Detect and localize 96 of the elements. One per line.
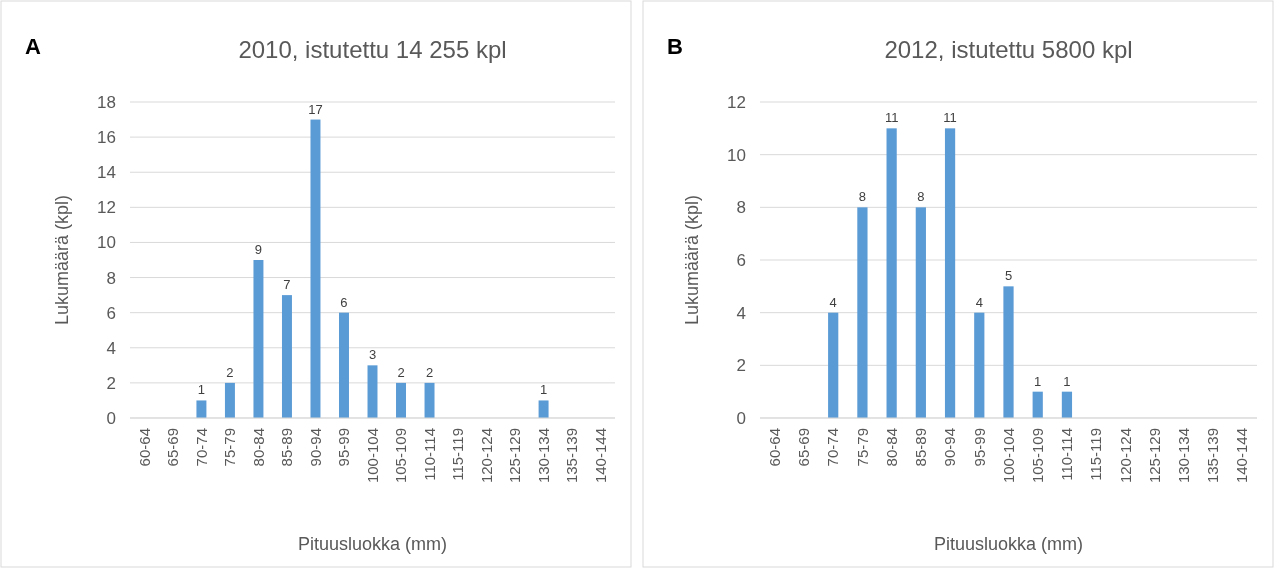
data-label: 17 <box>308 101 323 117</box>
y-tick-label: 8 <box>736 198 746 218</box>
y-tick-label: 12 <box>727 92 746 112</box>
x-tick-label: 105-109 <box>392 428 410 484</box>
y-tick-label: 2 <box>736 356 746 376</box>
x-tick-label: 115-119 <box>1087 428 1105 481</box>
x-tick-label: 110-114 <box>420 428 438 481</box>
data-label: 8 <box>917 189 925 205</box>
y-tick-label: 0 <box>106 408 116 428</box>
x-tick-label: 80-84 <box>882 428 900 467</box>
data-label: 4 <box>829 294 837 310</box>
x-tick-label: 85-89 <box>912 428 930 467</box>
bar <box>339 312 349 418</box>
x-tick-label: 115-119 <box>449 428 467 481</box>
bar <box>944 128 956 418</box>
y-tick-label: 6 <box>106 303 116 323</box>
data-label: 1 <box>1063 373 1071 389</box>
bar <box>396 382 406 418</box>
data-label: 6 <box>340 294 348 310</box>
y-axis-title: Lukumäärä (kpl) <box>682 194 702 326</box>
y-tick-label: 14 <box>97 163 116 183</box>
x-tick-label: 125-129 <box>1145 428 1163 484</box>
data-label: 1 <box>197 382 206 398</box>
x-axis-title: Pituusluokka (mm) <box>297 534 448 554</box>
x-tick-label: 65-69 <box>795 428 813 467</box>
bar <box>196 400 207 418</box>
x-tick-label: 70-74 <box>824 428 842 467</box>
bar <box>1003 286 1014 418</box>
data-label: 11 <box>884 110 899 126</box>
x-tick-label: 135-139 <box>1204 428 1222 484</box>
x-tick-label: 65-69 <box>164 428 182 467</box>
bar <box>828 312 839 418</box>
y-tick-label: 8 <box>106 268 116 288</box>
y-tick-label: 10 <box>727 145 746 165</box>
bar <box>310 119 321 418</box>
x-tick-label: 70-74 <box>192 428 210 467</box>
y-tick-label: 4 <box>736 303 746 323</box>
bar <box>538 400 549 418</box>
x-tick-label: 75-79 <box>221 428 239 467</box>
x-tick-label: 95-99 <box>335 428 353 467</box>
data-label: 2 <box>397 364 405 380</box>
bar <box>886 128 897 418</box>
y-tick-label: 2 <box>106 373 116 393</box>
y-tick-label: 16 <box>97 128 116 148</box>
bar <box>253 260 264 418</box>
data-label: 3 <box>368 347 377 363</box>
data-label: 1 <box>539 382 548 398</box>
text: B <box>667 34 683 59</box>
bar <box>1061 391 1073 418</box>
y-tick-label: 12 <box>97 198 116 218</box>
data-label: 2 <box>226 364 234 380</box>
data-label: 5 <box>1004 268 1013 284</box>
chart-title: 2012, istutettu 5800 kpl <box>884 36 1133 63</box>
x-tick-label: 105-109 <box>1028 428 1046 484</box>
x-tick-label: 100-104 <box>363 428 381 484</box>
x-tick-label: 130-134 <box>534 428 552 484</box>
x-tick-label: 85-89 <box>278 428 296 467</box>
data-label: 1 <box>1034 373 1042 389</box>
x-tick-label: 100-104 <box>999 428 1017 484</box>
x-tick-label: 95-99 <box>970 428 988 467</box>
bar <box>224 382 235 418</box>
bar <box>974 312 985 418</box>
x-tick-label: 90-94 <box>306 428 324 467</box>
x-axis-title: Pituusluokka (mm) <box>933 534 1084 554</box>
text: A <box>25 34 41 59</box>
bar <box>857 207 868 418</box>
data-label: 11 <box>943 110 957 126</box>
x-tick-label: 135-139 <box>563 428 581 484</box>
bar <box>1032 391 1043 418</box>
y-tick-label: 6 <box>736 250 746 270</box>
data-label: 4 <box>975 294 983 310</box>
data-label: 2 <box>425 364 434 380</box>
y-tick-label: 18 <box>97 92 116 112</box>
data-label: 8 <box>858 189 867 205</box>
x-tick-label: 130-134 <box>1175 428 1193 484</box>
data-label: 7 <box>283 277 291 293</box>
x-tick-label: 60-64 <box>766 428 784 467</box>
x-tick-label: 140-144 <box>1233 428 1251 484</box>
bar <box>281 295 292 418</box>
bar <box>424 382 435 418</box>
x-tick-label: 140-144 <box>591 428 609 484</box>
x-tick-label: 75-79 <box>853 428 871 467</box>
y-tick-label: 4 <box>106 338 116 358</box>
x-tick-label: 120-124 <box>1116 428 1134 484</box>
data-label: 9 <box>254 242 263 257</box>
y-tick-label: 0 <box>736 408 746 428</box>
x-tick-label: 80-84 <box>249 428 267 467</box>
bar <box>915 207 926 418</box>
y-tick-label: 10 <box>97 233 116 253</box>
x-tick-label: 60-64 <box>135 428 153 467</box>
chart-title: 2010, istutettu 14 255 kpl <box>238 36 507 63</box>
y-axis-title: Lukumäärä (kpl) <box>52 194 72 326</box>
x-tick-label: 120-124 <box>477 428 495 484</box>
x-tick-label: 110-114 <box>1058 428 1076 481</box>
x-tick-label: 125-129 <box>506 428 524 484</box>
x-tick-label: 90-94 <box>941 428 959 467</box>
